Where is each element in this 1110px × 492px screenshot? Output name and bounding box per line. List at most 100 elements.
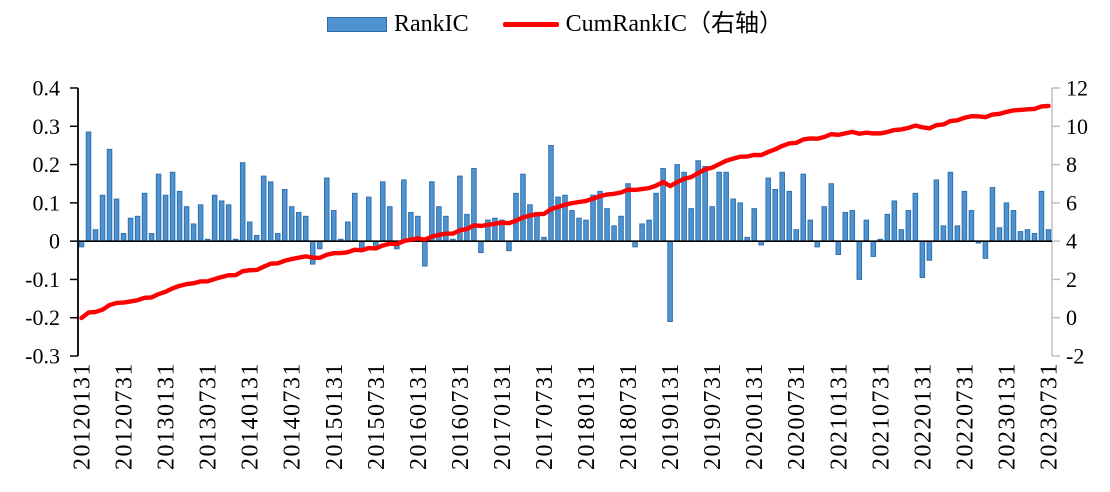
x-tick-label: 20230131	[995, 362, 1021, 470]
bar	[947, 171, 954, 242]
bar	[590, 194, 596, 242]
bar	[288, 206, 295, 242]
x-tick-label: 20210131	[826, 362, 852, 470]
bar	[113, 198, 120, 242]
x-tick-label: 20210731	[868, 362, 894, 470]
bar	[309, 240, 316, 265]
line-series-swatch	[502, 21, 559, 27]
bar	[660, 167, 666, 242]
bar	[471, 167, 477, 242]
x-tick-label: 20220731	[952, 362, 978, 470]
left-tick-label: 0.1	[33, 190, 61, 215]
right-tick-label: 2	[1066, 267, 1077, 292]
x-tick-label: 20150731	[364, 362, 390, 470]
x-tick-label: 20120131	[70, 362, 96, 470]
bar	[1024, 229, 1031, 242]
bar	[85, 131, 92, 242]
x-tick-label: 20170731	[532, 362, 558, 470]
bar	[506, 240, 512, 252]
x-tick-label: 20160731	[448, 362, 474, 470]
bar	[267, 181, 274, 242]
bar	[443, 215, 449, 242]
bar	[99, 194, 106, 242]
bar	[870, 240, 877, 257]
bar	[863, 219, 870, 242]
bar	[380, 181, 386, 242]
bar	[555, 196, 561, 242]
bar	[814, 240, 821, 248]
legend-item-cumrankic: CumRankIC（右轴）	[502, 11, 783, 37]
bar	[260, 175, 267, 242]
bar	[919, 240, 926, 278]
bar	[632, 240, 638, 248]
x-tick-label: 20140731	[280, 362, 306, 470]
bar	[183, 206, 190, 242]
x-tick-label: 20200131	[742, 362, 768, 470]
bar	[667, 240, 673, 322]
left-tick-label: 0.3	[33, 114, 61, 139]
bar	[155, 173, 162, 242]
bar	[239, 162, 246, 242]
bar	[912, 192, 919, 242]
bar	[982, 240, 989, 259]
bar	[1003, 202, 1010, 242]
x-tick-label: 20170131	[490, 362, 516, 470]
bar	[387, 206, 393, 242]
bar	[849, 210, 856, 242]
bar	[527, 204, 533, 242]
bar-series-swatch	[326, 16, 387, 32]
legend-label-cumrankic: CumRankIC（右轴）	[565, 11, 783, 37]
legend-label-rankic: RankIC	[393, 11, 469, 37]
right-tick-label: 12	[1066, 76, 1088, 101]
bars-group	[78, 131, 1052, 322]
bar	[674, 164, 680, 242]
bar	[702, 166, 708, 242]
left-tick-label: 0.4	[33, 76, 61, 101]
bar	[176, 190, 183, 242]
bar	[940, 225, 947, 242]
right-tick-label: 4	[1066, 229, 1077, 254]
bar	[331, 210, 337, 242]
bar	[120, 233, 127, 242]
bar	[218, 200, 225, 242]
bar	[408, 211, 414, 242]
bar	[134, 215, 141, 242]
bar	[996, 227, 1003, 242]
x-tick-label: 20160131	[406, 362, 432, 470]
bar	[1017, 231, 1024, 242]
bar	[779, 171, 785, 242]
right-axis: 12 10 8 6 4 2 0 -2	[1051, 76, 1088, 369]
bar	[225, 204, 232, 242]
bar	[302, 215, 309, 242]
x-tick-label: 20130131	[154, 362, 180, 470]
x-labels-group: 20120131 20120731 20130131 20130731 20140131…	[70, 362, 1063, 470]
bar	[772, 189, 778, 242]
right-tick-label: -2	[1066, 344, 1084, 369]
bar	[989, 187, 996, 242]
bar	[478, 240, 484, 254]
bar	[639, 223, 645, 242]
bar	[92, 229, 99, 242]
bar	[604, 208, 610, 242]
bar	[856, 240, 863, 280]
x-tick-label: 20230731	[1037, 362, 1063, 470]
bar	[429, 181, 435, 242]
bar	[190, 223, 197, 242]
bar	[352, 192, 358, 242]
bar	[898, 229, 905, 242]
legend-item-rankic: RankIC	[326, 11, 469, 37]
bar	[317, 240, 323, 250]
x-tick-label: 20150131	[322, 362, 348, 470]
bar	[197, 204, 204, 242]
bar	[422, 240, 428, 267]
bar	[618, 215, 624, 242]
bar	[295, 211, 302, 242]
left-tick-label: -0.1	[25, 267, 60, 292]
bar	[1010, 210, 1017, 242]
bar	[821, 206, 828, 242]
bar	[534, 211, 540, 242]
legend: RankIC CumRankIC（右轴）	[0, 12, 1110, 36]
bar	[751, 208, 757, 242]
bar	[1031, 233, 1038, 242]
